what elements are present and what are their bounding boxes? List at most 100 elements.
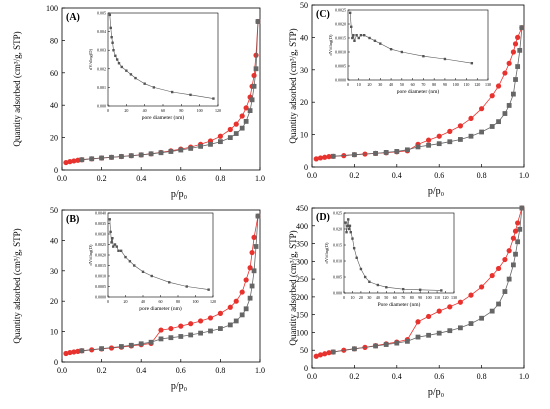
adsorption-point xyxy=(447,304,453,310)
inset-y-axis-title: dV/dlog(D) xyxy=(88,49,93,70)
adsorption-point xyxy=(249,249,255,256)
inset-point xyxy=(357,36,360,40)
inset-x-tick-label: 120 xyxy=(210,299,216,304)
inset-x-tick-label: 80 xyxy=(176,299,180,304)
inset-x-tick-label: 80 xyxy=(432,82,436,87)
inset-x-axis-title: pore diameter (nm) xyxy=(142,114,185,121)
adsorption-point xyxy=(502,256,508,263)
desorption-point xyxy=(479,315,484,321)
adsorption-point xyxy=(243,105,249,111)
adsorption-point xyxy=(207,315,214,321)
inset-y-tick-label: 0.010 xyxy=(333,259,342,264)
x-tick-label: 1.0 xyxy=(519,372,529,381)
inset-x-tick-label: 100 xyxy=(193,299,199,304)
inset-y-tick-label: 0.0010 xyxy=(95,274,106,279)
x-tick-label: 0.6 xyxy=(434,171,444,180)
desorption-point xyxy=(79,157,85,163)
desorption-point xyxy=(458,137,463,142)
inset-frame xyxy=(347,9,489,81)
desorption-point xyxy=(426,332,431,338)
desorption-point xyxy=(519,205,525,211)
inset-frame xyxy=(343,212,455,294)
adsorption-point xyxy=(198,318,204,324)
panel-label: (D) xyxy=(316,212,330,223)
inset-point xyxy=(152,86,156,89)
inset-y-axis-title: dV/dlog(D) xyxy=(324,242,329,263)
inset-point xyxy=(345,231,348,234)
inset-x-tick-label: 10 xyxy=(357,82,361,87)
desorption-point xyxy=(352,346,357,352)
panel-label: (A) xyxy=(66,12,80,23)
inset-x-tick-label: 90 xyxy=(443,82,447,87)
adsorption-point xyxy=(75,348,81,354)
y-tick-label: 100 xyxy=(296,328,308,337)
y-tick-label: 200 xyxy=(296,293,308,302)
inset-point xyxy=(379,42,382,45)
adsorption-point xyxy=(158,327,164,333)
desorption-point xyxy=(188,146,194,151)
plot-frame xyxy=(311,207,525,369)
inset-point xyxy=(134,76,137,80)
x-tick-label: 0.8 xyxy=(215,366,225,375)
desorption-point xyxy=(496,119,501,125)
x-tick-label: 0.6 xyxy=(434,372,444,381)
x-axis-title: p/p₀ xyxy=(428,387,445,398)
inset-y-tick-label: 0.005 xyxy=(333,275,342,280)
inset-point xyxy=(346,224,349,227)
inset-y-tick-label: 0.0020 xyxy=(335,22,346,27)
inset-y-tick-label: 0.003 xyxy=(97,48,106,53)
y-tick-label: 10 xyxy=(50,328,58,337)
x-tick-label: 1.0 xyxy=(255,366,265,375)
desorption-point xyxy=(513,251,518,257)
desorption-point xyxy=(79,348,85,354)
adsorption-point xyxy=(233,298,239,304)
adsorption-point xyxy=(75,157,81,163)
y-tick-label: 40 xyxy=(50,101,58,110)
adsorption-point xyxy=(415,319,421,325)
inset-x-tick-label: 130 xyxy=(485,82,491,87)
inset-y-tick-label: 0.005 xyxy=(97,11,106,16)
desorption-point xyxy=(89,156,95,162)
desorption-point xyxy=(239,125,245,131)
inset-point xyxy=(359,267,363,271)
y-tick-label: 0 xyxy=(54,166,58,175)
desorption-point xyxy=(243,306,249,312)
adsorption-point xyxy=(313,156,319,162)
x-tick-label: 0.4 xyxy=(136,366,146,375)
desorption-point xyxy=(415,334,421,340)
inset-chart: 0 20 40 60 80 100 120 0.000 0.001 0.002 0.003 0.004… xyxy=(88,11,221,122)
adsorption-point xyxy=(502,70,508,76)
inset-x-tick-label: 60 xyxy=(393,295,397,300)
y-tick-label: 50 xyxy=(300,1,308,10)
inset-x-tick-label: 60 xyxy=(411,82,415,87)
y-tick-label: 100 xyxy=(46,4,58,13)
inset-x-axis-title: pore diameter (nm) xyxy=(139,305,182,312)
desorption-point xyxy=(468,321,474,326)
desorption-point xyxy=(198,143,203,149)
inset-x-tick-label: 20 xyxy=(124,108,128,113)
inset-x-tick-label: 0 xyxy=(107,108,109,113)
inset-point xyxy=(348,11,352,14)
adsorption-point xyxy=(243,277,249,283)
inset-point xyxy=(207,288,210,291)
desorption-point xyxy=(489,308,495,314)
adsorption-point xyxy=(63,350,69,357)
desorption-point xyxy=(168,335,174,341)
inset-x-tick-label: 40 xyxy=(376,295,380,300)
inset-point xyxy=(353,39,356,42)
y-tick-label: 60 xyxy=(50,69,58,78)
panel-label: (B) xyxy=(66,214,79,225)
desorption-point xyxy=(496,301,501,307)
desorption-point xyxy=(394,149,400,154)
inset-y-axis-title: dV/dlog(D) xyxy=(88,244,93,265)
y-tick-label: 250 xyxy=(296,275,308,284)
adsorption-point xyxy=(317,155,324,161)
y-axis-title: Quantity adsorbed (cm³/g, STP) xyxy=(288,230,298,345)
inset-frame xyxy=(107,212,214,298)
desorption-point xyxy=(218,326,223,331)
inset-x-tick-label: 30 xyxy=(378,82,382,87)
adsorption-point xyxy=(506,248,512,254)
desorption-point xyxy=(251,83,257,89)
inset-frame xyxy=(107,12,219,107)
inset-point xyxy=(128,260,132,263)
